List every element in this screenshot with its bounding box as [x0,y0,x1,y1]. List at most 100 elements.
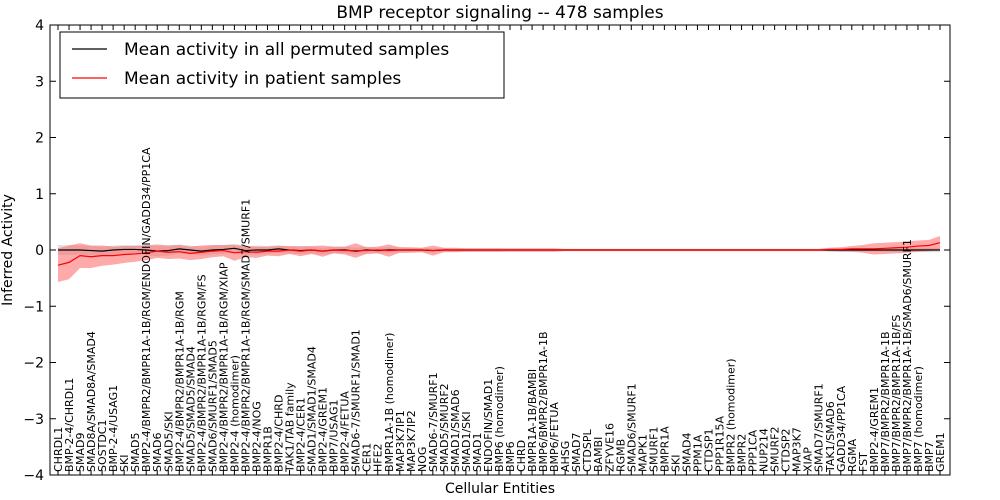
x-tick-label: BMP6/FETUA [548,402,561,472]
x-tick-label: BMP2-4/BMPR2/BMPR1A-1B/RGM [173,291,186,472]
x-axis-label: Cellular Entities [445,481,555,497]
x-tick-label: MAP3K7 [791,427,804,472]
x-tick-label: SMAD7/SMURF1 [813,383,826,472]
x-tick-label: SMAD1/SMAD6 [449,389,462,472]
x-tick-label: SKI [669,455,682,472]
x-tick-label: BMP2-4/CHRD [273,395,286,472]
x-tick-label: FST [857,452,870,472]
x-tick-label: BMP7/BMPR2/BMPR1A-1B/FS [890,315,903,472]
x-tick-label: BMP-2-4/USAG1 [107,385,120,472]
x-tick-label: BMPR2 [736,434,749,472]
x-tick-label: BMP2-4/CER1 [295,397,308,472]
band-mean-activity-in-patient-samples [58,235,940,283]
y-axis: −4 −3 −2 −1 0 1 2 3 4 [23,18,950,484]
x-tick-label: SMAD9 [74,433,87,472]
x-tick-label: GREM1 [934,432,947,472]
x-tick-label: SMAD8A/SMAD8A/SMAD4 [85,331,98,472]
y-tick-label: −1 [23,299,44,315]
x-tick-label: MAP3K7IP2 [405,410,418,472]
x-tick-label: SMURF2 [769,427,782,473]
x-tick-label: BMP2-4/NOG [250,401,263,472]
x-tick-label: AHSG [559,441,572,472]
legend: Mean activity in all permuted samples Me… [59,31,505,99]
x-tick-label: BMP6/BMPR2/BMPR1A-1B [537,331,550,472]
x-tick-label: SMAD5/SMURF2 [438,383,451,472]
x-tick-label: SMAD4 [680,433,693,472]
x-tick-label: BMP2-4/BMPR2/BMPR1A-1B/RGM/XIAP [217,262,230,472]
plot-area [57,235,941,283]
x-tick-label: BMP7/USAG1 [328,400,341,472]
x-tick-label: BMP6 [504,441,517,472]
x-tick-label: SMAD5/SKI [162,411,175,472]
x-tick-label: BAMBI [592,437,605,472]
legend-label-patient: Mean activity in patient samples [124,69,401,89]
x-tick-label: BMPR1A-1B (homodimer) [383,333,396,472]
x-tick-label: NUP214 [758,428,771,472]
y-tick-label: 0 [35,243,44,259]
y-tick-label: −2 [23,356,44,372]
line-mean-activity-in-patient-samples [57,242,941,266]
x-tick-label: SMAD6-7/SMURF1 [427,372,440,472]
x-tick-label: PPP1CA [747,429,760,472]
x-tick-label: TAK1/SMAD6 [824,401,837,473]
y-tick-label: −4 [23,468,44,484]
x-tick-label: XIAP [802,447,815,472]
x-tick-label: SMAD5/SMAD5/SMAD4 [184,346,197,472]
legend-label-permuted: Mean activity in all permuted samples [124,40,449,60]
x-tick-label: BMPR1A-1B/BAMBI [526,369,539,472]
legend-box [59,31,505,99]
x-tick-label: CER1 [361,443,374,472]
x-tick-label: BMP2-4/BMPR2/BMPR1A-1B/RGM/SMAD7/SMURF1 [239,199,252,472]
x-tick-label: ZFYVE16 [603,423,616,472]
x-tick-label: HFE2 [372,443,385,472]
x-tick-label: SMAD1/SMAD1/SMAD4 [306,346,319,472]
x-tick-label: CHRD [515,440,528,472]
x-tick-label: BMP7 [923,441,936,472]
y-tick-label: 4 [35,18,44,34]
y-tick-label: 1 [35,187,44,203]
x-tick-label: CHRDL1 [52,427,65,472]
x-tick-label: GADD34/PP1CA [835,385,848,472]
x-tick-label: BMPR1A [658,426,671,472]
x-tick-label: SMAD6/SMURF1/SMAD5 [206,340,219,472]
chart-title: BMP receptor signaling -- 478 samples [336,3,663,23]
x-tick-label: BMP7/BMPR2/BMPR1A-1B [879,331,892,472]
x-tick-label: SKI [118,455,131,472]
x-tick-label: PPM1A [691,434,704,472]
x-tick-label: ENDOFIN/SMAD1 [482,379,495,472]
x-tick-label: TAK1/TAB family [284,382,297,473]
x-tick-label: BMP6 (homodimer) [493,366,506,472]
x-tick-label: SMURF1 [647,427,660,473]
y-axis-label: Inferred Activity [0,194,16,306]
x-tick-label: BMP2-4 (homodimer) [228,355,241,472]
x-tick-label: RGMB [614,439,627,472]
x-tick-label: CTDSPL [581,429,594,472]
x-tick-label: SMAD5 [129,433,142,472]
x-tick-label: BMP2-4/GREM1 [868,387,881,472]
x-tick-label: SMAD1 [471,433,484,472]
x-tick-label: BMP2-4/FETUA [339,391,352,472]
x-tick-label: BMP7/BMPR2/BMPR1A-1B/SMAD6/SMURF1 [901,239,914,472]
x-tick-label: SMAD6 [151,433,164,472]
x-tick-label: MAP3K7IP1 [394,410,407,472]
x-tick-label: SMAD7 [570,433,583,472]
x-tick-label: CTDSP1 [702,429,715,472]
x-tick-label: RGMA [846,438,859,472]
x-axis: CHRDL1BMP-2-4/CHRDL1SMAD9SMAD8A/SMAD8A/S… [52,25,947,475]
x-tick-label: BMP-2-4/CHRDL1 [63,378,76,472]
y-tick-label: −3 [23,412,44,428]
x-tick-label: MAPK1 [636,434,649,472]
x-tick-label: CTDSP2 [780,429,793,472]
x-tick-label: NOG [416,447,429,472]
x-tick-label: BMP2-4/BMPR2/BMPR1A-1B/RGM/FS [195,274,208,472]
x-tick-label: BMPR2 (homodimer) [725,358,738,472]
x-tick-label: BMP2-4/GREM1 [317,387,330,472]
x-tick-label: SMAD6-7/SMURF1/SMAD1 [350,329,363,472]
y-tick-label: 3 [35,74,44,90]
x-tick-label: SMAD6/SMURF1 [625,383,638,472]
x-tick-label: PPP1R15A [714,415,727,472]
x-tick-label: BMP7 (homodimer) [912,366,925,472]
x-tick-label: BMP2-4/BMPR2/BMPR1A-1B/RGM/ENDOFIN/GADD3… [140,147,153,472]
y-tick-label: 2 [35,131,44,147]
